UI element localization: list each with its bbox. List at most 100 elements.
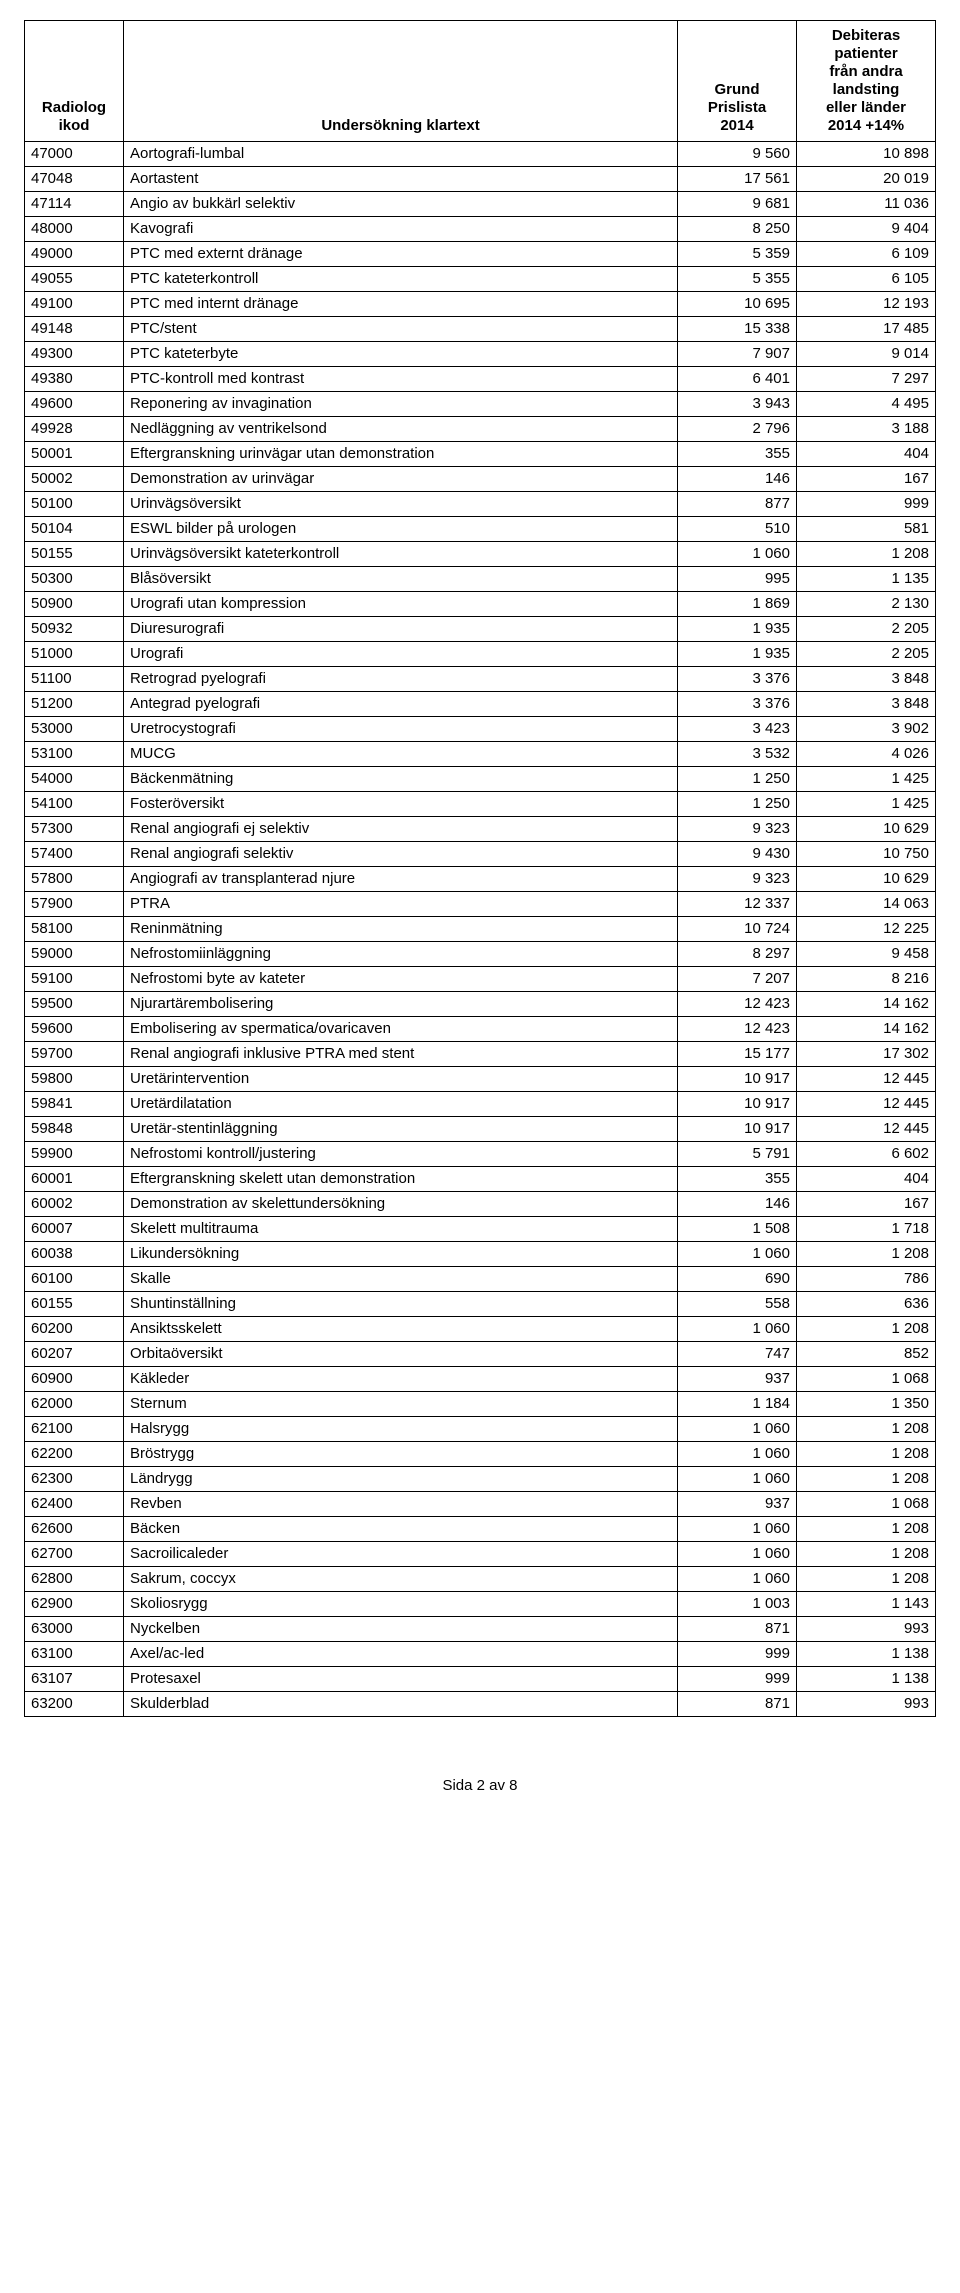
table-cell: 1 425 bbox=[797, 792, 936, 817]
table-cell: 558 bbox=[678, 1292, 797, 1317]
table-cell: 1 060 bbox=[678, 1242, 797, 1267]
table-row: 59000Nefrostomiinläggning8 2979 458 bbox=[25, 942, 936, 967]
table-cell: 9 430 bbox=[678, 842, 797, 867]
table-cell: 1 060 bbox=[678, 1417, 797, 1442]
header-price: GrundPrislista2014 bbox=[678, 21, 797, 142]
table-cell: 5 359 bbox=[678, 242, 797, 267]
table-cell: 7 207 bbox=[678, 967, 797, 992]
table-header: Radiologikod Undersökning klartext Grund… bbox=[25, 21, 936, 142]
table-cell: 6 401 bbox=[678, 367, 797, 392]
table-cell: Angio av bukkärl selektiv bbox=[124, 192, 678, 217]
table-row: 57900PTRA12 33714 063 bbox=[25, 892, 936, 917]
table-row: 60200Ansiktsskelett1 0601 208 bbox=[25, 1317, 936, 1342]
table-row: 51000Urografi1 9352 205 bbox=[25, 642, 936, 667]
table-cell: PTC/stent bbox=[124, 317, 678, 342]
table-cell: PTRA bbox=[124, 892, 678, 917]
table-cell: 57800 bbox=[25, 867, 124, 892]
table-cell: 50932 bbox=[25, 617, 124, 642]
table-cell: 1 143 bbox=[797, 1592, 936, 1617]
header-code: Radiologikod bbox=[25, 21, 124, 142]
table-cell: 60200 bbox=[25, 1317, 124, 1342]
table-cell: 49928 bbox=[25, 417, 124, 442]
table-cell: 1 208 bbox=[797, 1567, 936, 1592]
table-cell: 51100 bbox=[25, 667, 124, 692]
table-cell: 15 338 bbox=[678, 317, 797, 342]
table-cell: 1 250 bbox=[678, 767, 797, 792]
table-cell: Blåsöversikt bbox=[124, 567, 678, 592]
table-row: 59841Uretärdilatation10 91712 445 bbox=[25, 1092, 936, 1117]
table-cell: Bäcken bbox=[124, 1517, 678, 1542]
table-cell: 59848 bbox=[25, 1117, 124, 1142]
table-cell: 57900 bbox=[25, 892, 124, 917]
table-cell: 62800 bbox=[25, 1567, 124, 1592]
header-description: Undersökning klartext bbox=[124, 21, 678, 142]
table-cell: Sakrum, coccyx bbox=[124, 1567, 678, 1592]
table-cell: 17 561 bbox=[678, 167, 797, 192]
table-cell: 510 bbox=[678, 517, 797, 542]
table-cell: 12 445 bbox=[797, 1067, 936, 1092]
table-cell: 3 423 bbox=[678, 717, 797, 742]
table-cell: 60207 bbox=[25, 1342, 124, 1367]
table-cell: 53000 bbox=[25, 717, 124, 742]
table-row: 57300Renal angiografi ej selektiv9 32310… bbox=[25, 817, 936, 842]
table-row: 62800Sakrum, coccyx1 0601 208 bbox=[25, 1567, 936, 1592]
table-cell: 60002 bbox=[25, 1192, 124, 1217]
table-cell: Uretärdilatation bbox=[124, 1092, 678, 1117]
table-cell: Urinvägsöversikt kateterkontroll bbox=[124, 542, 678, 567]
table-cell: 636 bbox=[797, 1292, 936, 1317]
table-cell: 20 019 bbox=[797, 167, 936, 192]
table-cell: 1 208 bbox=[797, 1242, 936, 1267]
table-cell: 60100 bbox=[25, 1267, 124, 1292]
table-cell: Halsrygg bbox=[124, 1417, 678, 1442]
table-cell: 786 bbox=[797, 1267, 936, 1292]
table-cell: Skoliosrygg bbox=[124, 1592, 678, 1617]
table-cell: 167 bbox=[797, 1192, 936, 1217]
table-cell: 12 423 bbox=[678, 992, 797, 1017]
table-cell: 59800 bbox=[25, 1067, 124, 1092]
table-cell: 1 068 bbox=[797, 1367, 936, 1392]
table-cell: 6 109 bbox=[797, 242, 936, 267]
table-cell: Aortastent bbox=[124, 167, 678, 192]
table-cell: 4 026 bbox=[797, 742, 936, 767]
table-row: 60900Käkleder9371 068 bbox=[25, 1367, 936, 1392]
table-cell: 62600 bbox=[25, 1517, 124, 1542]
table-cell: 993 bbox=[797, 1692, 936, 1717]
table-cell: 10 750 bbox=[797, 842, 936, 867]
table-cell: 1 208 bbox=[797, 1517, 936, 1542]
table-cell: 8 250 bbox=[678, 217, 797, 242]
table-cell: Uretrocystografi bbox=[124, 717, 678, 742]
table-cell: 58100 bbox=[25, 917, 124, 942]
table-cell: 14 063 bbox=[797, 892, 936, 917]
table-cell: Renal angiografi selektiv bbox=[124, 842, 678, 867]
table-row: 63200Skulderblad871993 bbox=[25, 1692, 936, 1717]
table-cell: 9 458 bbox=[797, 942, 936, 967]
table-cell: Fosteröversikt bbox=[124, 792, 678, 817]
table-row: 62100Halsrygg1 0601 208 bbox=[25, 1417, 936, 1442]
table-cell: 1 138 bbox=[797, 1667, 936, 1692]
table-cell: 3 943 bbox=[678, 392, 797, 417]
table-cell: 690 bbox=[678, 1267, 797, 1292]
table-cell: 1 003 bbox=[678, 1592, 797, 1617]
table-cell: Uretär-stentinläggning bbox=[124, 1117, 678, 1142]
table-row: 62600Bäcken1 0601 208 bbox=[25, 1517, 936, 1542]
table-row: 59900Nefrostomi kontroll/justering5 7916… bbox=[25, 1142, 936, 1167]
table-cell: Nedläggning av ventrikelsond bbox=[124, 417, 678, 442]
table-cell: 12 423 bbox=[678, 1017, 797, 1042]
table-cell: 3 532 bbox=[678, 742, 797, 767]
table-cell: Aortografi-lumbal bbox=[124, 142, 678, 167]
table-row: 59800Uretärintervention10 91712 445 bbox=[25, 1067, 936, 1092]
table-cell: 12 445 bbox=[797, 1117, 936, 1142]
table-cell: 53100 bbox=[25, 742, 124, 767]
table-row: 60038Likundersökning1 0601 208 bbox=[25, 1242, 936, 1267]
table-cell: 1 060 bbox=[678, 1517, 797, 1542]
table-body: 47000Aortografi-lumbal9 56010 89847048Ao… bbox=[25, 142, 936, 1717]
table-row: 62000Sternum1 1841 350 bbox=[25, 1392, 936, 1417]
table-cell: 1 060 bbox=[678, 542, 797, 567]
table-cell: 8 297 bbox=[678, 942, 797, 967]
table-cell: Bäckenmätning bbox=[124, 767, 678, 792]
table-cell: 12 337 bbox=[678, 892, 797, 917]
table-cell: Shuntinställning bbox=[124, 1292, 678, 1317]
table-cell: 167 bbox=[797, 467, 936, 492]
table-row: 49600Reponering av invagination3 9434 49… bbox=[25, 392, 936, 417]
table-cell: 59500 bbox=[25, 992, 124, 1017]
